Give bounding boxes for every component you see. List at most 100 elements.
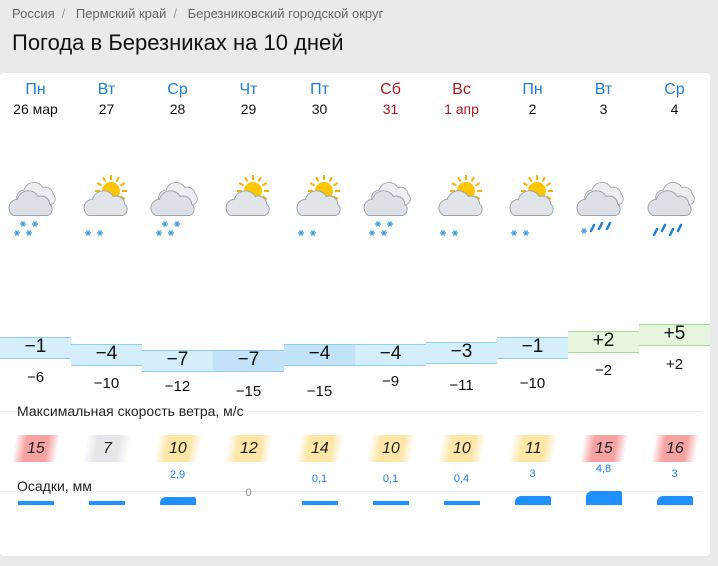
breadcrumb-russia[interactable]: Россия [12, 6, 55, 21]
cloudy-snow-icon [0, 173, 71, 243]
precip-bar [302, 501, 338, 505]
precip-value: 0,1 [382, 473, 399, 485]
divider [0, 411, 702, 412]
day-of-week[interactable]: Сб [380, 81, 401, 98]
precip-bar [444, 501, 480, 505]
wind-speed-value: 10 [382, 440, 400, 457]
precip-bar [373, 501, 409, 505]
max-temperature: −4 [308, 342, 331, 364]
cloudy-rain-icon [639, 173, 710, 243]
precip-label: Осадки, мм [17, 478, 96, 494]
temperature-band [213, 350, 284, 373]
day-of-week[interactable]: Чт [239, 81, 258, 98]
breadcrumb-okrug[interactable]: Березниковский городской округ [187, 6, 384, 21]
min-temperature: −6 [26, 368, 45, 386]
max-temperature: −4 [95, 342, 118, 364]
temperature-band [71, 343, 142, 366]
breadcrumb-perm-krai[interactable]: Пермский край [75, 6, 167, 21]
wind-speed-value: 16 [666, 440, 684, 457]
precip-value: 3 [671, 468, 678, 480]
wind-speed-badge: 11 [508, 435, 558, 462]
temperature-band [355, 343, 426, 366]
min-temperature: −10 [519, 375, 546, 392]
wind-speed-badge: 15 [11, 435, 61, 462]
min-temperature: −15 [306, 383, 333, 400]
wind-speed-badge: 10 [366, 435, 416, 462]
forecast-card: Пн 26 мар −1 −6 15 Вт 27 −4 −10 7 Ср 28 −7 −12 10 2,9 Чт… [0, 73, 710, 556]
precip-value: 4,8 [595, 463, 612, 475]
min-temperature: −12 [164, 378, 191, 396]
day-of-week[interactable]: Ср [664, 81, 685, 98]
day-of-week[interactable]: Пт [310, 81, 329, 98]
partly-cloudy-snow-icon [497, 173, 568, 243]
wind-speed-value: 14 [311, 440, 329, 457]
precip-bar [515, 496, 551, 505]
cloudy-sleet-icon [568, 173, 639, 243]
min-temperature: −10 [93, 375, 120, 392]
day-of-week[interactable]: Ср [167, 81, 188, 98]
max-temperature: −7 [166, 349, 189, 371]
temperature-band [0, 337, 71, 360]
precip-bar [89, 501, 125, 505]
precip-bar [586, 491, 622, 505]
wind-speed-value: 12 [240, 440, 258, 457]
breadcrumb: Россия / Пермский край / Березниковский го… [12, 6, 384, 21]
temperature-band [426, 341, 497, 364]
temperature-band [639, 324, 710, 346]
precip-value: 2,9 [169, 469, 186, 481]
precip-bar [18, 501, 54, 505]
max-temperature: −1 [521, 336, 544, 358]
wind-speed-value: 10 [453, 440, 471, 457]
day-date: 30 [311, 101, 328, 117]
day-of-week[interactable]: Пн [25, 81, 46, 98]
page-title: Погода в Березниках на 10 дней [12, 30, 344, 55]
day-of-week[interactable]: Вс [452, 81, 471, 98]
precip-bar [160, 497, 196, 505]
temperature-band [497, 337, 568, 360]
day-date: 1 апр [444, 101, 479, 117]
day-of-week[interactable]: Вт [97, 81, 116, 98]
partly-cloudy-icon [213, 173, 284, 243]
max-temperature: −1 [24, 336, 47, 358]
temperature-band [568, 330, 639, 353]
day-date: 27 [98, 101, 115, 117]
wind-speed-badge: 14 [295, 435, 345, 462]
divider [0, 491, 702, 492]
wind-speed-value: 7 [102, 440, 112, 457]
wind-speed-value: 15 [595, 440, 613, 457]
temperature-band [284, 343, 355, 366]
max-temperature: +2 [592, 329, 615, 351]
max-temperature: −7 [237, 349, 260, 371]
partly-cloudy-snow-icon [71, 173, 142, 243]
wind-label: Максимальная скорость ветра, м/с [17, 403, 248, 419]
cloudy-snow-icon [355, 173, 426, 243]
min-temperature: −11 [449, 376, 474, 394]
max-temperature: +5 [663, 323, 686, 344]
wind-speed-badge: 16 [650, 435, 700, 462]
day-of-week[interactable]: Вт [594, 81, 613, 98]
day-date: 29 [240, 101, 257, 117]
precip-value: 3 [529, 468, 536, 480]
day-date: 26 мар [13, 101, 58, 117]
cloudy-snow-icon [142, 173, 213, 243]
precip-bar [657, 496, 693, 505]
wind-speed-badge: 10 [153, 435, 203, 462]
wind-speed-value: 11 [524, 440, 542, 457]
wind-speed-badge: 10 [437, 435, 487, 462]
precip-value: 0,1 [311, 473, 328, 485]
min-temperature: −2 [594, 362, 613, 380]
max-temperature: −3 [450, 340, 473, 362]
wind-speed-badge: 15 [579, 435, 629, 462]
wind-speed-badge: 12 [224, 435, 274, 462]
day-of-week[interactable]: Пн [522, 81, 543, 98]
partly-cloudy-snow-icon [426, 173, 497, 243]
day-date: 3 [599, 101, 608, 117]
max-temperature: −4 [379, 342, 402, 364]
temperature-band [142, 350, 213, 373]
min-temperature: −15 [235, 383, 262, 400]
precip-value: 0,4 [453, 473, 470, 485]
min-temperature: −9 [381, 373, 400, 391]
day-date: 31 [382, 101, 399, 117]
partly-cloudy-snow-icon [284, 173, 355, 243]
wind-speed-value: 10 [169, 440, 187, 457]
